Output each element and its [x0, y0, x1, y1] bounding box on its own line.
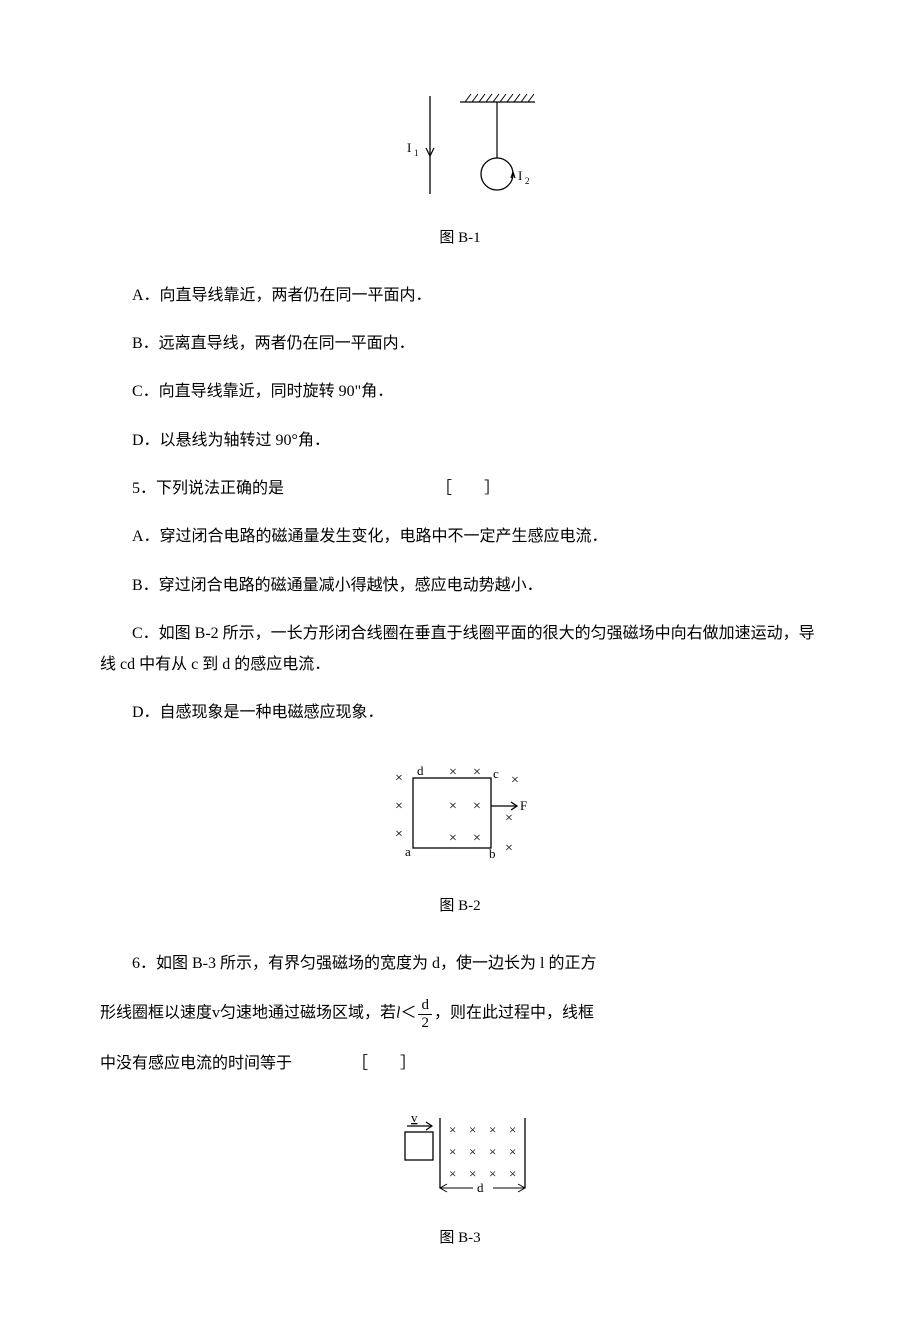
- svg-text:×: ×: [449, 1144, 456, 1159]
- label-f: F: [520, 798, 527, 813]
- q5-stem-row: 5．下列说法正确的是 ［ ］: [100, 474, 820, 504]
- figure-b2-caption: 图 B-2: [100, 892, 820, 921]
- q6-line3: 中没有感应电流的时间等于: [100, 1049, 292, 1079]
- svg-text:×: ×: [473, 765, 481, 780]
- svg-text:×: ×: [489, 1166, 496, 1181]
- q6-line2: 形线圈框以速度v匀速地通过磁场区域，若l＜d2，则在此过程中，线框: [100, 997, 820, 1031]
- answer-bracket: ［ ］: [404, 474, 500, 504]
- figure-b1-caption: 图 B-1: [100, 224, 820, 253]
- q4-option-a: A．向直导线靠近，两者仍在同一平面内．: [100, 281, 820, 311]
- svg-text:×: ×: [449, 1122, 456, 1137]
- label-i1: I: [407, 140, 411, 155]
- q5-stem: 5．下列说法正确的是: [100, 474, 284, 504]
- svg-text:×: ×: [449, 765, 457, 780]
- svg-text:1: 1: [414, 148, 419, 158]
- q6-line1: 6．如图 B-3 所示，有界匀强磁场的宽度为 d，使一边长为 l 的正方: [100, 949, 820, 979]
- figure-b1-svg: I 2 I 1: [375, 88, 545, 218]
- label-a: a: [405, 844, 411, 859]
- label-c: c: [493, 766, 499, 781]
- svg-text:×: ×: [473, 799, 481, 814]
- svg-text:×: ×: [509, 1122, 516, 1137]
- figure-b3-svg: × × × × × × × × × × × × d v: [365, 1108, 555, 1218]
- q5-option-c: C．如图 B-2 所示，一长方形闭合线圈在垂直于线圈平面的很大的匀强磁场中向右做…: [100, 619, 820, 680]
- figure-b2: d c a b F × × × × × × × × × × × × 图 B-2: [100, 756, 820, 921]
- figure-b1: I 2 I 1 图 B-1: [100, 88, 820, 253]
- svg-text:×: ×: [509, 1166, 516, 1181]
- svg-text:×: ×: [511, 773, 519, 788]
- svg-text:×: ×: [505, 811, 513, 826]
- svg-text:×: ×: [395, 771, 403, 786]
- svg-text:×: ×: [395, 827, 403, 842]
- svg-text:×: ×: [489, 1122, 496, 1137]
- label-v: v: [411, 1110, 418, 1125]
- svg-text:×: ×: [469, 1144, 476, 1159]
- q6-line3-row: 中没有感应电流的时间等于 ［ ］: [100, 1049, 820, 1079]
- q4-option-b: B．远离直导线，两者仍在同一平面内．: [100, 329, 820, 359]
- answer-bracket: ［ ］: [352, 1049, 416, 1079]
- svg-text:×: ×: [469, 1122, 476, 1137]
- q5-option-d: D．自感现象是一种电磁感应现象．: [100, 698, 820, 728]
- svg-text:×: ×: [509, 1144, 516, 1159]
- fraction-d-over-2: d2: [418, 997, 432, 1031]
- svg-text:×: ×: [469, 1166, 476, 1181]
- label-d-width: d: [477, 1180, 484, 1195]
- q5-option-b: B．穿过闭合电路的磁通量减小得越快，感应电动势越小．: [100, 571, 820, 601]
- svg-text:×: ×: [449, 1166, 456, 1181]
- svg-text:×: ×: [505, 841, 513, 856]
- svg-text:×: ×: [449, 799, 457, 814]
- svg-text:×: ×: [449, 831, 457, 846]
- q4-option-d: D．以悬线为轴转过 90°角．: [100, 426, 820, 456]
- svg-text:×: ×: [473, 831, 481, 846]
- svg-text:×: ×: [395, 799, 403, 814]
- figure-b3: × × × × × × × × × × × × d v 图 B-3: [100, 1108, 820, 1253]
- label-i2: I: [518, 168, 522, 183]
- label-b: b: [489, 846, 496, 861]
- q5-option-a: A．穿过闭合电路的磁通量发生变化，电路中不一定产生感应电流．: [100, 522, 820, 552]
- figure-b3-caption: 图 B-3: [100, 1224, 820, 1253]
- svg-text:2: 2: [525, 176, 530, 186]
- label-d: d: [417, 763, 424, 778]
- svg-text:×: ×: [489, 1144, 496, 1159]
- figure-b2-svg: d c a b F × × × × × × × × × × × ×: [365, 756, 555, 886]
- q4-option-c: C．向直导线靠近，同时旋转 90"角．: [100, 377, 820, 407]
